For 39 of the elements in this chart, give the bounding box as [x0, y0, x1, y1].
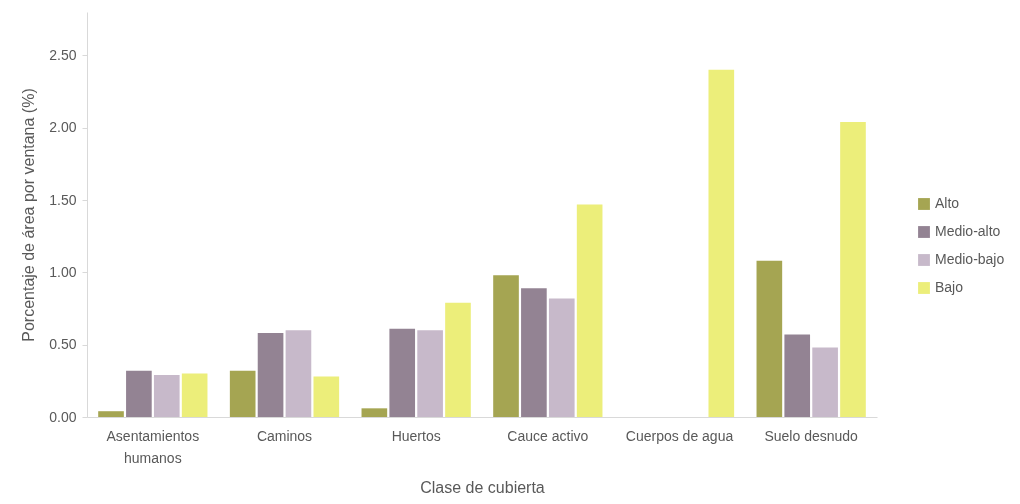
bar [229, 370, 256, 417]
y-tick-label: 2.00 [49, 119, 77, 136]
bar [708, 69, 735, 417]
bar [126, 370, 152, 417]
bar [98, 411, 124, 417]
bar [812, 347, 838, 417]
x-tick-label: Cuerpos de agua [625, 427, 734, 444]
y-tick-label: 1.00 [49, 263, 77, 280]
bar [313, 376, 340, 417]
bar [756, 260, 783, 417]
bar [153, 375, 180, 417]
y-tick-label: 2.50 [49, 46, 77, 63]
bar [361, 408, 388, 417]
y-tick-label: 0.00 [49, 408, 77, 425]
bar [576, 204, 603, 417]
bar [840, 121, 866, 417]
bar [181, 373, 208, 417]
y-axis-title: Porcentaje de área por ventana (%) [20, 88, 38, 342]
x-tick-label: Cauce activo [507, 427, 589, 444]
bar [389, 328, 416, 417]
legend-label: Medio-alto [935, 223, 1001, 239]
x-axis-title: Clase de cubierta [420, 478, 545, 496]
bar [521, 288, 547, 417]
bar [285, 330, 312, 417]
legend-label: Alto [935, 195, 960, 211]
bar [784, 334, 811, 417]
bar [493, 275, 519, 417]
legend-label: Bajo [935, 279, 964, 295]
x-tick-label: Caminos [256, 427, 313, 444]
bar [417, 330, 443, 417]
y-tick-label: 0.50 [49, 336, 77, 353]
x-tick-label: Suelo desnudo [764, 427, 859, 444]
x-tick-label: Asentamientos humanos [106, 427, 200, 466]
x-tick-label: Huertos [391, 427, 441, 444]
y-tick-label: 1.50 [49, 191, 77, 208]
bar [548, 298, 575, 417]
bar [257, 333, 284, 417]
legend-label: Medio-bajo [935, 251, 1005, 267]
bar [445, 302, 471, 417]
